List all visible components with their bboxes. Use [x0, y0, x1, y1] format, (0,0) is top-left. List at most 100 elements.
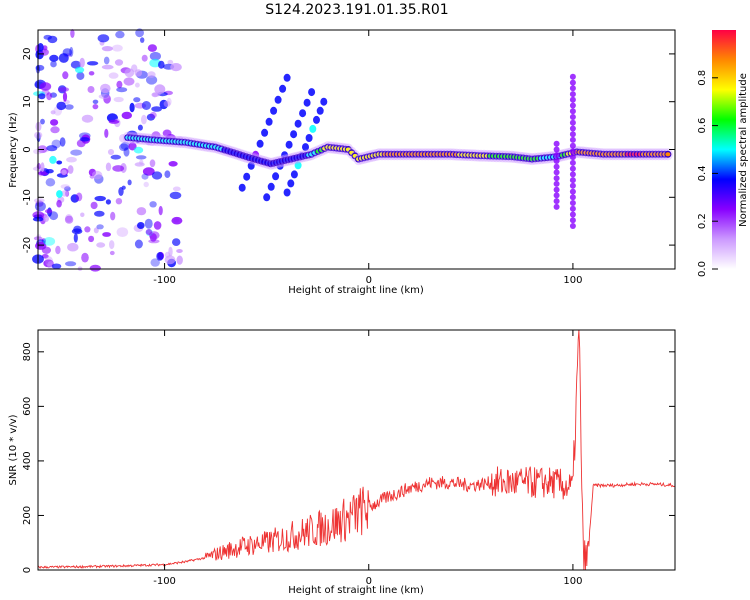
noise-blob — [59, 137, 66, 147]
colorbar-gradient — [712, 30, 736, 269]
streak-blob — [272, 172, 280, 181]
noise-blob — [115, 30, 125, 39]
streak-blob — [308, 88, 316, 97]
spike-blob — [569, 217, 576, 224]
noise-blob — [154, 84, 166, 95]
x-tick-label: 0 — [366, 576, 372, 587]
noise-blob — [109, 250, 115, 256]
noise-blob — [103, 56, 110, 65]
colorbar-tick-label: 0.2 — [697, 213, 708, 229]
spike-blob — [569, 171, 576, 178]
noise-blob — [40, 162, 45, 173]
noise-blob — [147, 71, 156, 78]
spike-blob — [569, 114, 576, 120]
noise-blob — [94, 210, 105, 217]
noise-blob — [81, 252, 89, 263]
noise-blob — [92, 99, 99, 105]
noise-blob — [145, 229, 153, 235]
streak-blob — [283, 188, 291, 197]
noise-blob — [79, 57, 85, 68]
spike-blob — [553, 192, 560, 199]
streak-blob — [287, 179, 295, 188]
streak-blob — [299, 109, 307, 118]
noise-blob — [62, 71, 69, 80]
noise-blob — [73, 233, 78, 243]
noise-blob — [135, 82, 140, 88]
noise-blob — [134, 162, 145, 167]
spike-blob — [553, 186, 560, 193]
noise-blob — [79, 137, 90, 142]
noise-blob — [115, 198, 123, 205]
spike-blob — [569, 85, 576, 92]
noise-blob — [56, 199, 62, 208]
spike-blob — [569, 182, 576, 189]
colorbar-tick-label: 0.8 — [697, 70, 708, 86]
y-tick-label: 20 — [22, 48, 33, 61]
y-tick-label: -10 — [22, 189, 33, 205]
spike-blob — [553, 163, 560, 170]
spike-blob — [553, 152, 560, 159]
streak-blob — [247, 161, 255, 170]
noise-blob — [143, 181, 149, 188]
noise-blob — [80, 212, 85, 218]
spike-blob — [569, 200, 576, 206]
noise-blob — [166, 97, 172, 106]
noise-blob — [43, 215, 49, 222]
noise-blob — [70, 29, 75, 38]
noise-blob — [76, 71, 85, 80]
noise-blob — [94, 195, 106, 202]
noise-blob — [62, 91, 68, 102]
y-tick-label: 10 — [22, 95, 33, 108]
y-tick-label: 600 — [22, 397, 33, 416]
noise-blob — [162, 129, 172, 137]
noise-blob — [40, 118, 45, 125]
noise-blob — [170, 63, 182, 72]
streak-blob — [302, 143, 309, 152]
noise-blob — [100, 83, 111, 94]
noise-blob — [149, 233, 157, 242]
figure-title: S124.2023.191.01.35.R01 — [265, 2, 448, 18]
spike-blob — [553, 140, 560, 147]
noise-blob — [36, 162, 41, 170]
noise-blob — [134, 69, 143, 77]
noise-blob — [87, 86, 95, 93]
noise-blob — [158, 60, 165, 69]
noise-blob — [38, 171, 49, 176]
noise-blob — [121, 111, 132, 120]
noise-blob — [64, 215, 74, 224]
noise-blob — [93, 227, 99, 234]
noise-blob — [172, 238, 181, 247]
noise-blob — [151, 106, 163, 112]
noise-blob — [101, 64, 114, 70]
noise-blob — [46, 145, 58, 152]
noise-blob — [45, 209, 53, 214]
noise-blob — [104, 128, 109, 138]
x-tick-label: 0 — [366, 275, 372, 286]
streak-blob — [305, 134, 313, 142]
streak-blob — [290, 130, 298, 139]
noise-blob — [112, 44, 123, 52]
noise-blob — [56, 190, 63, 198]
y-tick-label: 800 — [22, 342, 33, 361]
y-tick-label: 400 — [22, 451, 33, 470]
noise-blob — [98, 94, 110, 99]
noise-blob — [67, 165, 74, 174]
streak-blob — [313, 115, 320, 124]
noise-blob — [101, 46, 113, 52]
noise-blob — [159, 99, 169, 110]
noise-blob — [151, 171, 163, 180]
noise-blob — [167, 59, 174, 65]
streak-blob — [263, 193, 271, 202]
noise-blob — [64, 186, 71, 192]
noise-blob — [147, 44, 157, 52]
noise-blob — [97, 34, 110, 43]
noise-blob — [156, 252, 164, 261]
noise-blob — [51, 263, 62, 269]
noise-blob — [142, 167, 155, 176]
spike-blob — [569, 125, 576, 132]
spike-blob — [569, 154, 576, 161]
noise-blob — [135, 28, 145, 38]
x-tick-label: 100 — [563, 275, 582, 286]
noise-blob — [136, 207, 147, 216]
noise-blob — [146, 75, 158, 85]
